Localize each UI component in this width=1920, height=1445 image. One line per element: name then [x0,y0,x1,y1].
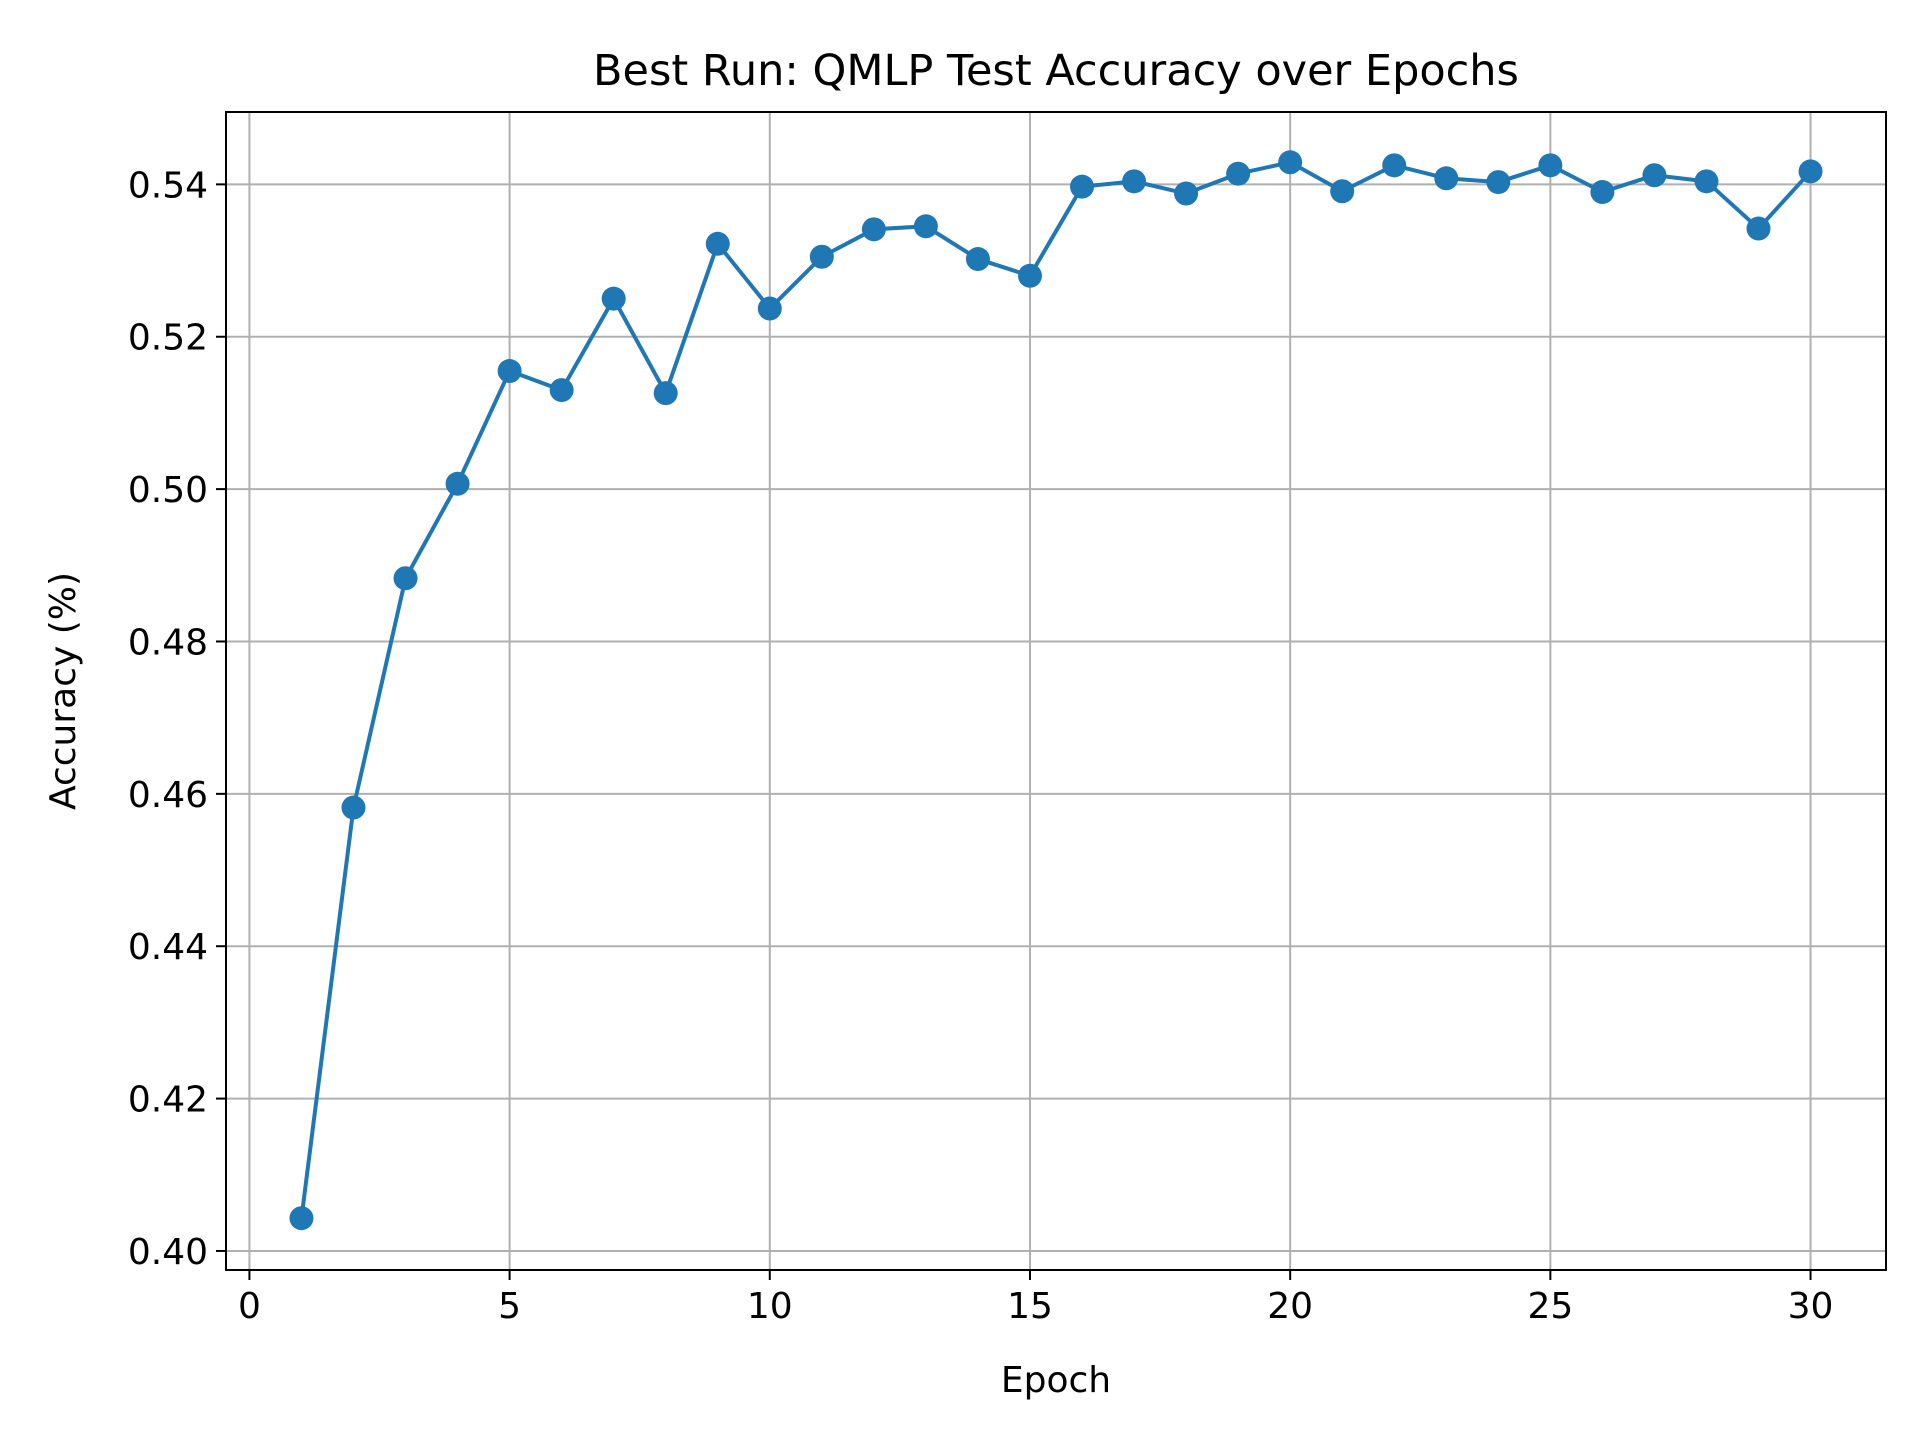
data-point [965,247,990,272]
data-point [341,795,366,820]
data-point [913,214,938,239]
y-tick-label: 0.50 [128,470,208,511]
x-tick-label: 30 [1788,1286,1834,1327]
data-point [1070,174,1095,199]
data-point [1226,161,1251,186]
data-point [1798,159,1823,184]
x-tick-label: 25 [1527,1286,1573,1327]
data-point [1538,153,1563,178]
data-point [1486,170,1511,195]
data-point [1642,163,1667,188]
y-tick-label: 0.48 [128,622,208,663]
data-point [1434,166,1459,191]
x-tick-label: 15 [1007,1286,1053,1327]
y-tick-label: 0.40 [128,1232,208,1273]
chart-title: Best Run: QMLP Test Accuracy over Epochs [593,46,1519,96]
data-point [289,1206,314,1231]
data-point [809,244,834,269]
data-point [1278,150,1303,175]
y-tick-label: 0.52 [128,318,208,359]
y-tick-label: 0.44 [128,927,208,968]
grid-lines [226,112,1886,1270]
data-point [549,378,574,403]
data-point [1382,153,1407,178]
data-point [653,381,678,406]
x-tick-label: 0 [238,1286,261,1327]
x-tick-label: 20 [1267,1286,1313,1327]
y-axis-title: Accuracy (%) [43,572,84,810]
axis-ticks: 0 5 10 15 20 25 30 0.40 0.42 0.44 0.46 0.48 0.50 0.52… [128,165,1834,1327]
data-point [497,359,522,384]
x-tick-label: 5 [498,1286,521,1327]
data-point [757,296,782,321]
data-point [1174,181,1199,206]
data-point [1746,216,1771,241]
data-point [1017,263,1042,288]
data-point [705,231,730,256]
data-point [445,471,470,496]
data-series [289,150,1823,1231]
plot-area-frame [225,111,1887,1271]
data-point [861,217,886,242]
data-point [393,566,418,591]
data-point [1122,169,1147,194]
x-tick-label: 10 [747,1286,793,1327]
y-tick-label: 0.46 [128,775,208,816]
data-point [601,286,626,311]
x-axis-title: Epoch [1001,1360,1111,1401]
y-tick-label: 0.42 [128,1080,208,1121]
data-point [1590,179,1615,204]
data-point [1330,179,1355,204]
data-point [1694,169,1719,194]
y-tick-label: 0.54 [128,165,208,206]
